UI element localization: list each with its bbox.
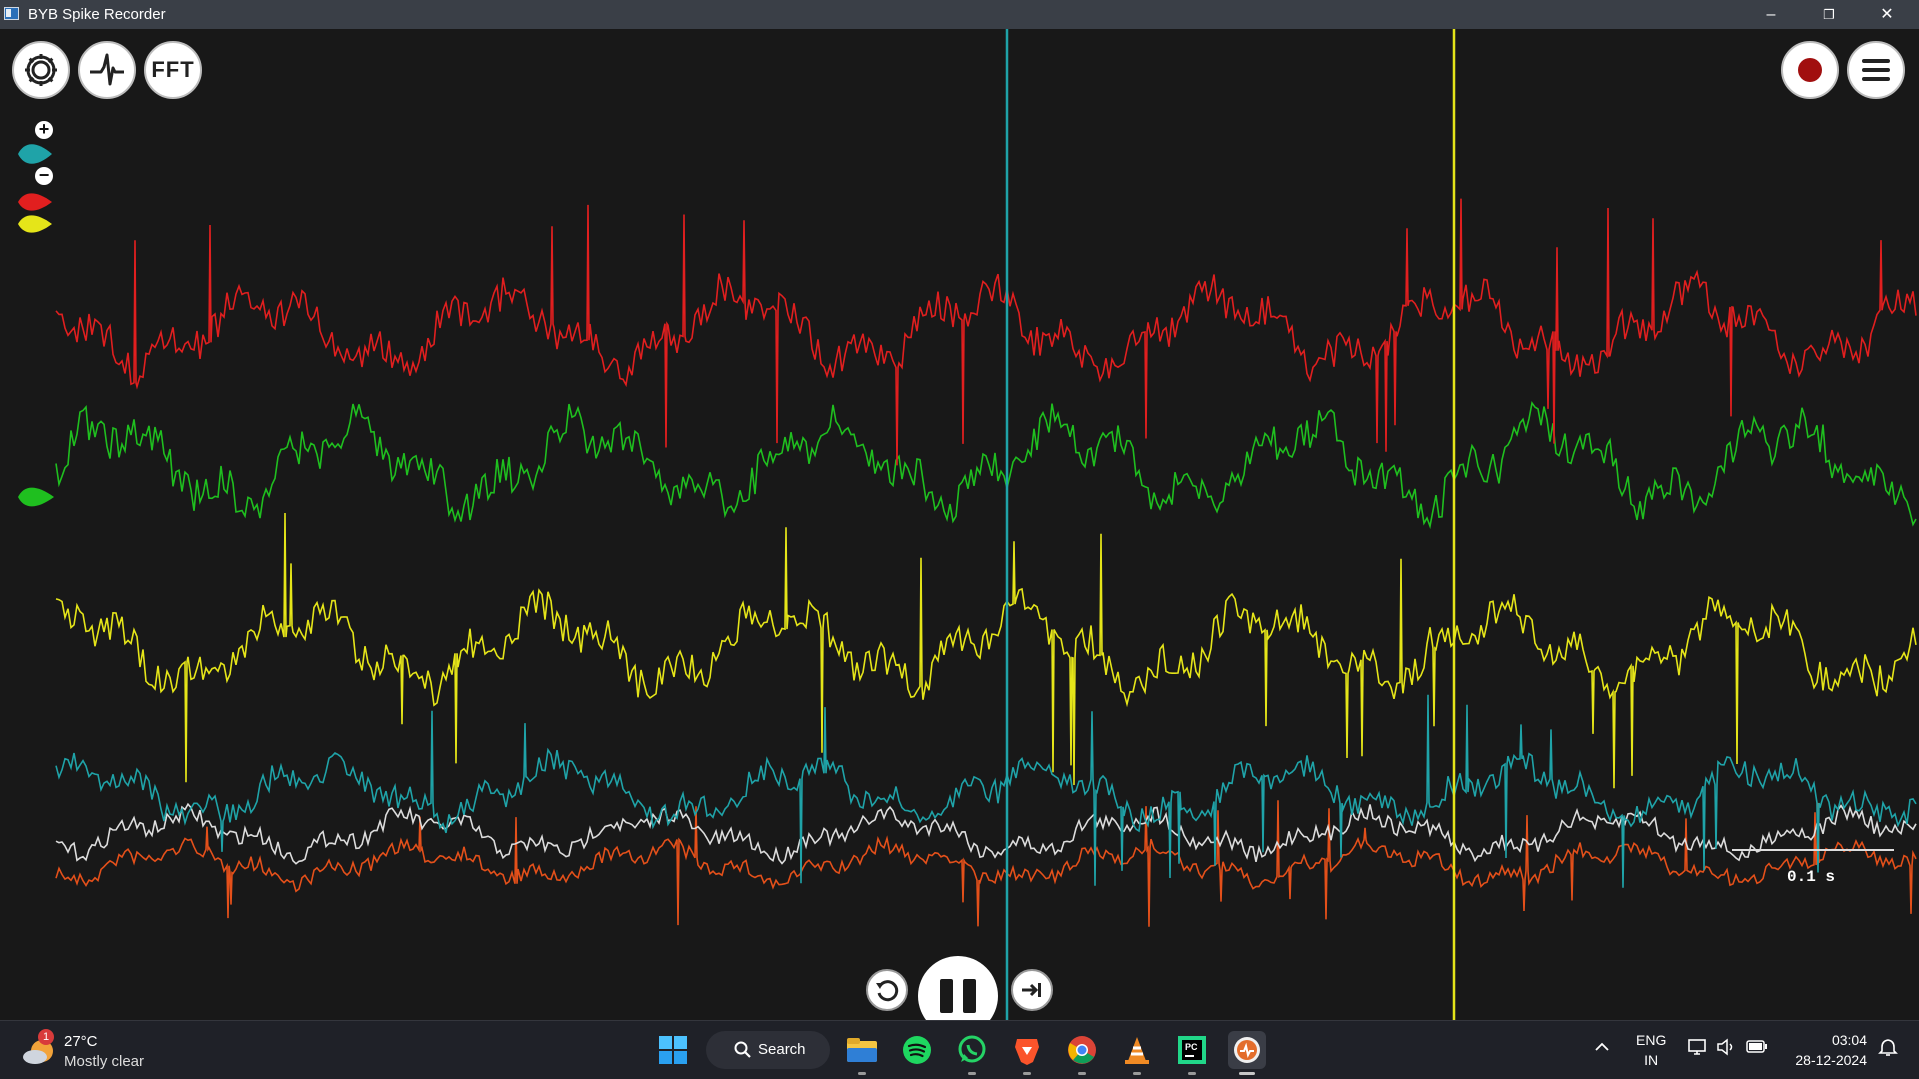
brave-lion-icon [1015,1039,1039,1065]
trace-white [55,802,1917,865]
chrome-button[interactable] [1063,1031,1101,1075]
network-icon[interactable] [1688,1038,1708,1056]
pause-icon [940,979,953,1013]
channel-marker-teal[interactable] [18,138,56,170]
weather-moon-cloud-icon [23,1040,53,1064]
zoom-in-button[interactable]: + [35,120,53,139]
pycharm-button[interactable]: PC [1173,1031,1211,1075]
trace-teal [55,694,1917,888]
whatsapp-button[interactable] [953,1031,991,1075]
spotify-button[interactable] [898,1031,936,1069]
fft-button[interactable]: FFT [144,41,202,99]
vlc-cone-icon [1125,1037,1149,1064]
spike-recorder-app-icon [1234,1037,1260,1063]
windows-logo-icon [659,1036,687,1064]
running-indicator [1133,1072,1141,1075]
taskbar-search[interactable]: Search [706,1031,830,1069]
title-bar: BYB Spike Recorder – ❐ ✕ [0,0,1919,29]
svg-text:PC: PC [1185,1042,1198,1052]
battery-icon[interactable] [1746,1040,1768,1054]
settings-button[interactable] [12,41,70,99]
weather-temperature: 27°C [64,1033,98,1050]
record-icon [1798,58,1822,82]
app-icon [4,7,19,20]
time-scale-label: 0.1 s [1787,868,1836,886]
weather-condition: Mostly clear [64,1053,145,1070]
time-scale-bar [1732,849,1894,851]
chrome-icon [1068,1036,1096,1064]
channel-marker-yellow[interactable] [18,210,56,238]
pause-icon-bar [963,979,976,1013]
search-label: Search [758,1041,806,1058]
weather-widget[interactable]: 1 27°C Mostly clear [22,1029,162,1073]
minimize-button[interactable]: – [1766,6,1776,23]
brave-button[interactable] [1008,1031,1046,1075]
trace-red [55,198,1917,466]
gear-icon [25,54,57,86]
language-code: ENG [1636,1032,1667,1048]
volume-icon[interactable] [1716,1038,1736,1056]
zoom-out-button[interactable]: − [35,166,53,185]
running-indicator [1188,1072,1196,1075]
spike-sorting-button[interactable] [78,41,136,99]
whatsapp-icon [958,1035,986,1063]
pycharm-icon: PC [1178,1036,1206,1064]
start-button[interactable] [654,1031,692,1069]
search-icon [734,1041,751,1058]
channel-marker-red[interactable] [18,188,56,216]
clock-time: 03:04 [1831,1032,1867,1048]
waveform-display [55,29,1917,1020]
notification-bell-icon[interactable] [1878,1038,1898,1058]
file-explorer-button[interactable] [843,1031,881,1075]
fft-label: FFT [151,57,195,82]
running-indicator [1023,1072,1031,1075]
language-region: IN [1644,1052,1659,1068]
window-title: BYB Spike Recorder [28,6,166,23]
spike-waveform-icon [90,53,124,86]
running-indicator [858,1072,866,1075]
signal-canvas[interactable]: FFT + − 0.1 s [0,29,1919,1036]
spike-recorder-taskbar-button[interactable] [1228,1031,1266,1075]
spotify-icon [903,1036,931,1064]
hamburger-menu-icon [1862,59,1890,81]
active-indicator [1239,1072,1255,1075]
running-indicator [1078,1072,1086,1075]
taskbar: 1 27°C Mostly clear Search PC [0,1020,1919,1079]
channel-marker-green[interactable] [18,482,56,512]
weather-badge: 1 [38,1029,54,1045]
close-button[interactable]: ✕ [1880,6,1894,23]
menu-button[interactable] [1847,41,1905,99]
skip-to-end-button[interactable] [1011,969,1053,1011]
skip-to-end-icon [1022,983,1041,997]
trace-orange [55,800,1917,927]
running-indicator [968,1072,976,1075]
system-clock[interactable]: 03:04 28-12-2024 [1787,1030,1867,1070]
vlc-button[interactable] [1118,1031,1156,1075]
record-button[interactable] [1781,41,1839,99]
clock-date: 28-12-2024 [1795,1052,1867,1068]
restore-button[interactable]: ❐ [1823,7,1835,22]
trace-yellow [55,512,1917,789]
trace-green [55,401,1917,530]
chevron-up-icon[interactable] [1594,1039,1610,1055]
rewind-button[interactable] [866,969,908,1011]
language-indicator[interactable]: ENG IN [1636,1030,1666,1070]
folder-icon [847,1038,877,1062]
rewind-icon [876,980,899,1002]
